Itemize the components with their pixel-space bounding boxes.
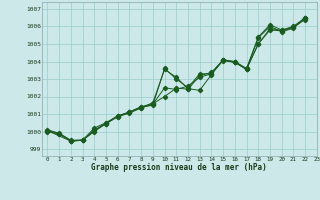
X-axis label: Graphe pression niveau de la mer (hPa): Graphe pression niveau de la mer (hPa) <box>91 163 267 172</box>
